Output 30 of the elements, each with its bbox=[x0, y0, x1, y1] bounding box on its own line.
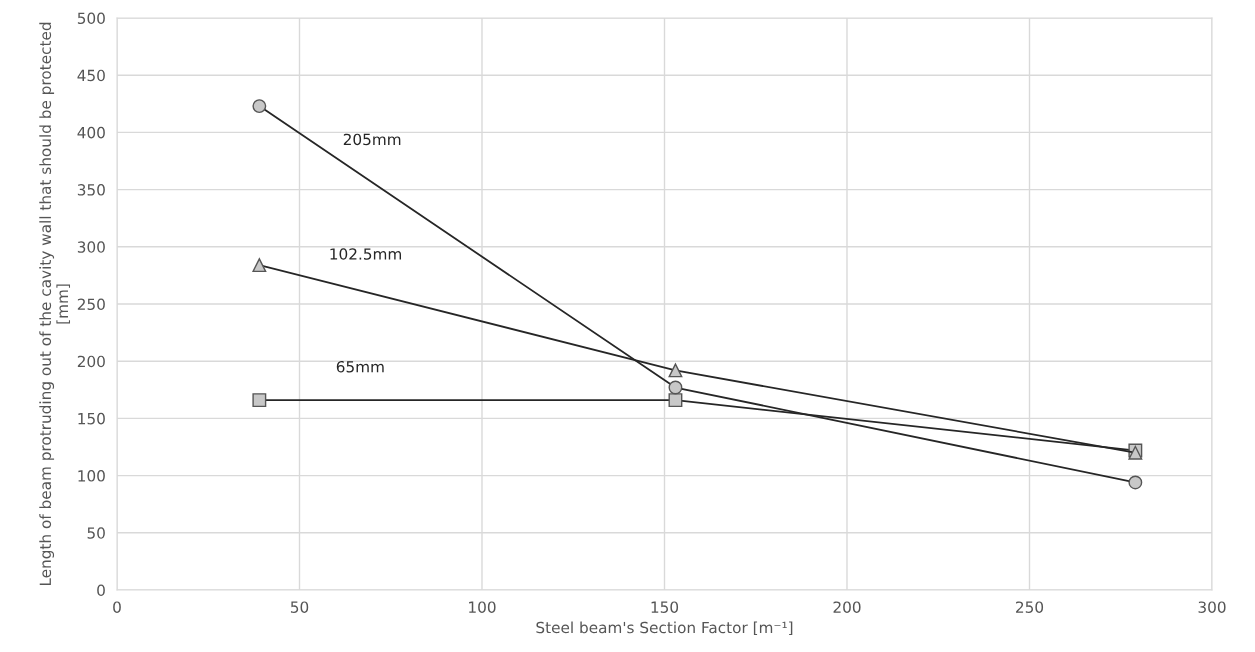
y-tick-label: 200 bbox=[77, 355, 105, 368]
series-label: 205mm bbox=[343, 133, 401, 146]
y-tick-label: 250 bbox=[77, 298, 105, 311]
x-tick-label: 50 bbox=[290, 601, 309, 613]
point bbox=[668, 380, 683, 395]
point bbox=[252, 99, 267, 114]
y-tick-label: 450 bbox=[77, 69, 105, 82]
y-tick-label: 350 bbox=[77, 184, 105, 196]
point bbox=[252, 393, 267, 408]
y-tick-label: 500 bbox=[77, 12, 105, 25]
y-tick-label: 300 bbox=[77, 241, 105, 253]
point bbox=[668, 363, 683, 378]
x-tick-label: 200 bbox=[833, 601, 861, 613]
y-axis-title: Length of beam protruding out of the cavity wall that should be protected [mm] bbox=[39, 22, 71, 586]
x-tick-label: 150 bbox=[651, 601, 679, 613]
y-tick-label: 150 bbox=[78, 412, 105, 425]
x-tick-label: 100 bbox=[469, 601, 496, 613]
x-tick-label: 0 bbox=[113, 601, 121, 613]
series-label: 65mm bbox=[336, 360, 384, 373]
y-tick-label: 400 bbox=[77, 126, 105, 139]
x-tick-label: 250 bbox=[1016, 601, 1044, 613]
y-tick-label: 100 bbox=[78, 470, 105, 482]
x-axis-title: Steel beam's Section Factor [m⁻¹] bbox=[536, 621, 793, 636]
y-tick-label: 50 bbox=[87, 527, 105, 539]
point bbox=[252, 258, 267, 273]
point bbox=[668, 393, 683, 408]
y-tick-label: 0 bbox=[97, 584, 105, 597]
x-tick-label: 300 bbox=[1198, 601, 1226, 613]
series-label: 102.5mm bbox=[330, 248, 401, 260]
point bbox=[1128, 475, 1143, 490]
